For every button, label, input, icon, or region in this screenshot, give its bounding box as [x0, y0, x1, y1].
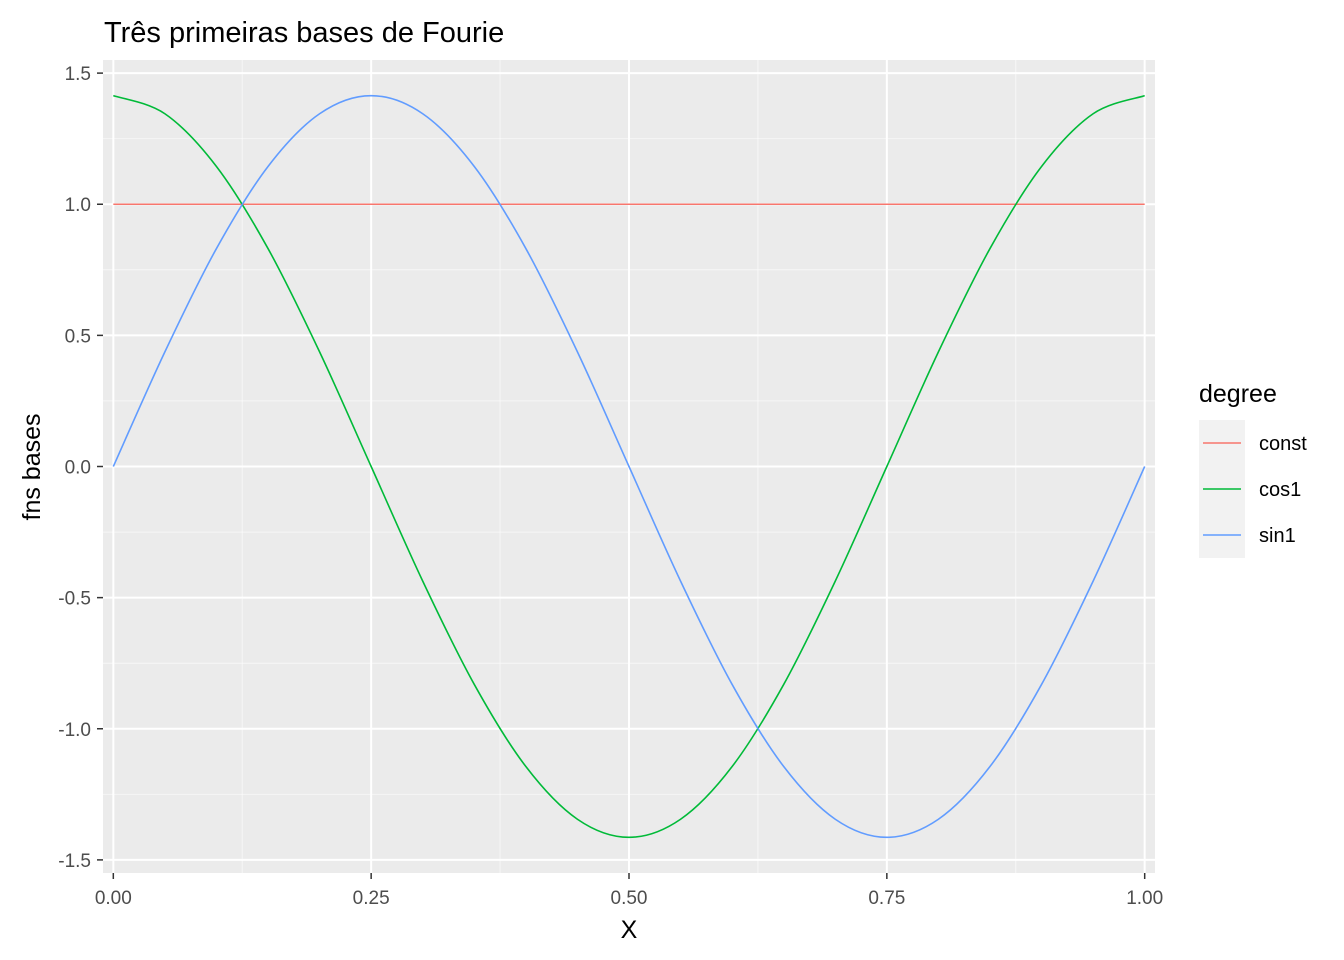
y-axis-title: fns bases — [18, 413, 46, 520]
x-tick-label: 0.25 — [353, 888, 390, 909]
legend-label-sin1: sin1 — [1259, 525, 1296, 547]
y-tick-label: 1.5 — [65, 64, 91, 85]
legend-label-cos1: cos1 — [1259, 479, 1301, 501]
x-axis: 0.00 0.25 0.50 0.75 1.00 — [95, 873, 1163, 909]
legend-title: degree — [1199, 380, 1277, 408]
series-lines — [112, 94, 1146, 839]
y-tick-label: 0.5 — [65, 326, 91, 347]
y-axis: 1.5 1.0 0.5 0.0 -0.5 -1.0 -1.5 — [58, 64, 103, 872]
y-tick-label: -1.0 — [58, 720, 91, 741]
legend-label-const: const — [1259, 433, 1307, 455]
series-line-sin1 — [112, 94, 1146, 839]
x-tick-label: 0.75 — [868, 888, 905, 909]
y-tick-label: -1.5 — [58, 851, 91, 872]
y-tick-label: 1.0 — [65, 195, 91, 216]
x-tick-label: 0.50 — [611, 888, 648, 909]
series-line-cos1 — [113, 94, 1145, 839]
legend: degree const cos1 sin1 — [1199, 380, 1307, 558]
x-tick-label: 0.00 — [95, 888, 132, 909]
y-tick-label: 0.0 — [65, 458, 91, 479]
y-tick-label: -0.5 — [58, 589, 91, 610]
chart-title: Três primeiras bases de Fourie — [104, 17, 504, 49]
x-axis-title: X — [621, 916, 638, 944]
legend-items: const cos1 sin1 — [1199, 420, 1307, 558]
x-tick-label: 1.00 — [1126, 888, 1163, 909]
